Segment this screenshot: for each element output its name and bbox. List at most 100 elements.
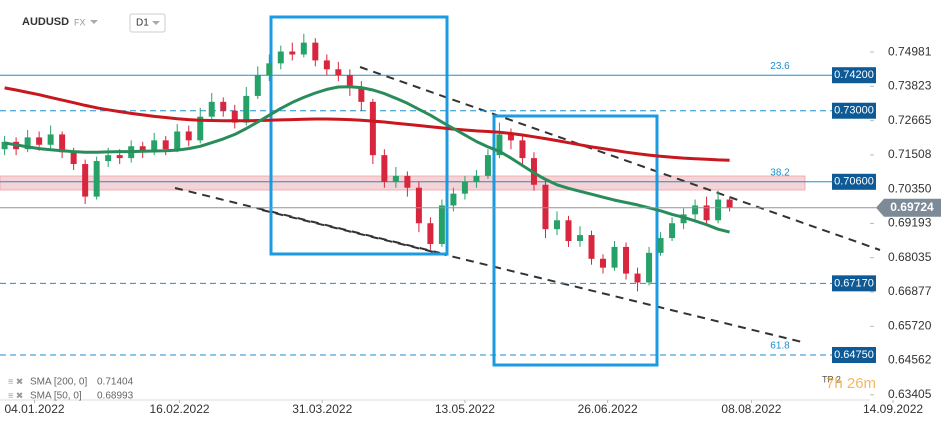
candle-body: [703, 205, 710, 221]
timeframe[interactable]: D1: [136, 18, 149, 29]
candle-body: [139, 146, 146, 153]
candle-body: [47, 134, 54, 145]
candle-body: [646, 252, 653, 283]
level-label: 0.70600: [834, 176, 874, 188]
candle-body: [726, 199, 733, 208]
level-label: 0.64750: [834, 349, 874, 361]
candle-body: [657, 238, 664, 253]
level-label-box: [832, 275, 876, 292]
candle-body: [289, 51, 296, 55]
y-tick-label: 0.74981: [888, 44, 932, 58]
candle-body: [82, 164, 89, 197]
candle-body: [312, 42, 319, 61]
candle-body: [162, 140, 169, 150]
legend-icon: ≡ ✖: [8, 390, 23, 400]
y-tick-label: 0.66877: [888, 284, 932, 298]
candle-body: [151, 140, 158, 153]
trend-line: [174, 187, 441, 254]
level-label-box: [832, 346, 876, 363]
candle-body: [36, 137, 43, 145]
y-tick-label: 0.69193: [888, 216, 932, 230]
candle-body: [369, 101, 376, 156]
candle-body: [220, 101, 227, 111]
candle-body: [553, 220, 560, 230]
x-tick-label: 13.05.2022: [435, 402, 495, 416]
candle-body: [611, 246, 618, 268]
legend-name: SMA [200, 0]: [30, 377, 87, 388]
sma-line: [4, 85, 730, 234]
candle-body: [577, 235, 583, 242]
candle-body: [392, 175, 399, 182]
candle-body: [450, 193, 457, 206]
candle-body: [473, 175, 480, 182]
level-label-box: [832, 173, 876, 190]
timeframe-select[interactable]: [129, 13, 166, 33]
candle-body: [174, 131, 181, 150]
resistance-zone: [0, 175, 806, 191]
fib-label: 38.2: [770, 167, 790, 178]
sma-line: [4, 86, 730, 162]
candle-body: [427, 223, 434, 244]
header: AUDUSD FX D1: [22, 13, 166, 33]
highlight-box: [269, 15, 449, 256]
candle-body: [381, 155, 388, 182]
candle-body: [519, 140, 526, 159]
candle-body: [243, 95, 250, 123]
fib-label: 61.8: [770, 341, 790, 352]
y-tick-label: 0.63405: [888, 387, 932, 401]
y-tick-label: 0.64562: [888, 353, 932, 367]
level-label-box: [832, 102, 876, 119]
legend-value: 0.68993: [97, 391, 134, 402]
dropdown-arrow: [152, 21, 160, 25]
y-tick-label: 0.72665: [888, 113, 932, 127]
symbol: AUDUSD: [22, 16, 69, 28]
candle-body: [254, 75, 261, 96]
candle-body: [692, 205, 699, 215]
legend-icon: ≡ ✖: [8, 376, 23, 386]
candle-body: [300, 42, 307, 55]
candle-body: [59, 134, 66, 153]
candle-body: [346, 75, 353, 88]
trend-line: [261, 209, 803, 343]
level-label-box: [832, 67, 876, 84]
candle-body: [208, 101, 215, 117]
x-tick-label: 16.02.2022: [149, 402, 209, 416]
candle-body: [415, 187, 422, 224]
candle-body: [1, 141, 8, 150]
candle-body: [358, 87, 365, 102]
dropdown-arrow: [90, 20, 98, 24]
level-label: 0.67170: [834, 277, 874, 289]
candle-body: [116, 155, 123, 159]
x-tick-label: 04.01.2022: [4, 402, 64, 416]
candle-body: [461, 181, 468, 194]
x-tick-label: 26.06.2022: [578, 402, 638, 416]
x-tick-label: 31.03.2022: [292, 402, 352, 416]
y-tick-label: 0.73823: [888, 79, 932, 93]
candle-body: [277, 51, 284, 64]
candle-body: [623, 246, 630, 274]
level-label: 0.73000: [834, 105, 874, 117]
candle-body: [634, 273, 641, 283]
badge: TP 2: [822, 374, 841, 384]
market: FX: [74, 17, 86, 27]
last-price-label: 0.69724: [890, 200, 934, 214]
fib-label: 23.6: [770, 61, 790, 72]
candle-body: [588, 235, 595, 259]
candle-body: [565, 220, 572, 242]
x-tick-label: 08.08.2022: [721, 402, 781, 416]
candle-body: [185, 131, 192, 141]
candle-body: [105, 155, 112, 162]
candle-body: [484, 155, 491, 176]
candle-body: [600, 258, 607, 268]
candle-body: [404, 175, 411, 188]
candle-body: [335, 69, 342, 76]
y-tick-label: 0.70350: [888, 181, 932, 195]
candle-body: [669, 223, 676, 239]
countdown: 7h 26m: [826, 375, 876, 392]
candle-body: [24, 137, 31, 150]
highlight-box: [492, 114, 659, 367]
y-tick-label: 0.65720: [888, 318, 932, 332]
level-label: 0.74200: [834, 69, 874, 81]
